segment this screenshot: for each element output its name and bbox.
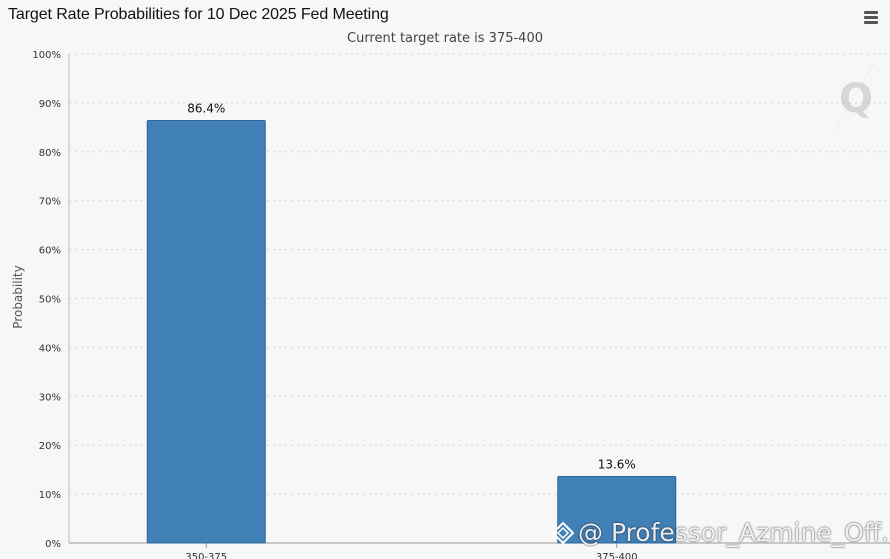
y-tick-label: 60% (39, 246, 61, 257)
quikstrike-watermark-logo: Q (833, 63, 875, 131)
labels: 0% 10% 20% 30% 40% 50% 60% 70% 80% 90% 100% 86.4% 35… (32, 50, 637, 559)
x-tick-label: 375-400 (596, 552, 638, 559)
y-tick-label: 70% (39, 197, 61, 208)
y-axis-title: Probability (11, 265, 25, 328)
diamond-logo-icon (552, 522, 574, 544)
y-tick-label: 0% (45, 539, 61, 550)
chart-subtitle: Current target rate is 375-400 (347, 31, 543, 46)
author-credit: @ Professor_Azmine_Off... (552, 518, 890, 547)
bar-375-400[interactable] (557, 475, 677, 544)
bar-value-label: 13.6% (598, 457, 636, 471)
y-tick-label: 50% (39, 295, 61, 306)
bars (146, 120, 677, 544)
y-tick-label: 100% (32, 50, 61, 61)
y-tick-label: 20% (39, 441, 61, 452)
bar-value-label: 86.4% (187, 102, 225, 116)
y-tick-label: 10% (39, 490, 61, 501)
y-tick-label: 30% (39, 392, 61, 403)
watermark-letter: Q (839, 76, 873, 122)
y-tick-label: 40% (39, 343, 61, 354)
gridlines (69, 53, 890, 495)
chart-title: Target Rate Probabilities for 10 Dec 202… (8, 6, 389, 23)
y-tick-label: 90% (39, 99, 61, 110)
x-tick-label: 350-375 (185, 552, 227, 559)
author-credit-text: @ Professor_Azmine_Off... (578, 518, 890, 547)
bar-350-375[interactable] (146, 120, 266, 544)
hamburger-menu-icon[interactable] (860, 8, 882, 28)
y-tick-label: 80% (39, 148, 61, 159)
